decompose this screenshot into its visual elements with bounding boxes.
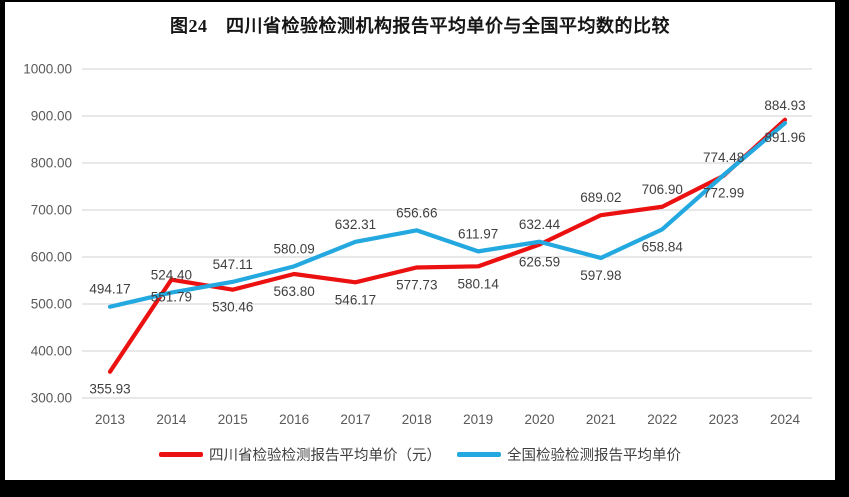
x-axis-tick-label: 2017 [340, 412, 370, 427]
data-label: 580.09 [273, 241, 314, 256]
data-label: 772.99 [703, 186, 744, 201]
series-line-1 [107, 120, 788, 309]
x-axis-tick-label: 2014 [156, 412, 187, 427]
x-axis-tick-label: 2013 [95, 412, 125, 427]
data-label: 706.90 [642, 182, 683, 197]
data-label: 530.46 [212, 300, 253, 315]
data-label: 884.93 [764, 98, 805, 113]
y-axis-tick-label: 1000.00 [23, 62, 72, 77]
data-label: 563.80 [273, 284, 314, 299]
series-line-0 [107, 117, 788, 374]
x-axis-tick-label: 2021 [586, 412, 616, 427]
data-label: 580.14 [458, 276, 500, 291]
data-label: 774.48 [703, 150, 744, 165]
x-axis-tick-label: 2018 [402, 412, 432, 427]
y-axis-tick-label: 600.00 [31, 250, 72, 265]
data-label: 494.17 [89, 282, 130, 297]
data-label: 577.73 [396, 277, 437, 292]
y-axis-tick-label: 400.00 [31, 344, 72, 359]
data-label: 626.59 [519, 255, 560, 270]
legend-item-national: 全国检验检测报告平均单价 [457, 444, 681, 465]
x-axis-tick-label: 2016 [279, 412, 309, 427]
legend-label-sichuan: 四川省检验检测报告平均单价（元） [209, 448, 441, 464]
data-label: 611.97 [458, 226, 498, 241]
legend-label-national: 全国检验检测报告平均单价 [507, 448, 681, 464]
y-axis-tick-label: 500.00 [31, 297, 72, 312]
data-label: 546.17 [335, 292, 376, 307]
data-label: 891.96 [764, 130, 805, 145]
data-label: 547.11 [213, 257, 253, 272]
x-axis-tick-label: 2015 [218, 412, 248, 427]
legend-item-sichuan: 四川省检验检测报告平均单价（元） [159, 444, 441, 465]
legend-line-swatch-red [159, 452, 203, 457]
legend-line-swatch-blue [457, 452, 501, 457]
y-axis-tick-label: 900.00 [31, 109, 72, 124]
y-axis-tick-label: 700.00 [31, 203, 72, 218]
data-label: 632.31 [335, 217, 376, 232]
data-label: 524.40 [151, 268, 192, 283]
chart-paper [5, 2, 835, 480]
x-axis-tick-label: 2023 [709, 412, 739, 427]
y-axis-tick-label: 800.00 [31, 156, 72, 171]
data-label: 597.98 [580, 268, 621, 283]
data-label: 658.84 [642, 239, 684, 254]
y-axis-tick-label: 300.00 [31, 391, 72, 406]
data-label: 355.93 [89, 382, 130, 397]
data-label: 551.79 [151, 290, 192, 305]
data-label: 656.66 [396, 205, 437, 220]
x-axis-tick-label: 2024 [770, 412, 801, 427]
chart-legend: 四川省检验检测报告平均单价（元） 全国检验检测报告平均单价 [5, 444, 835, 465]
data-label: 632.44 [519, 217, 561, 232]
x-axis-tick-label: 2019 [463, 412, 493, 427]
x-axis-tick-label: 2020 [525, 412, 555, 427]
chart-title: 图24 四川省检验检测机构报告平均单价与全国平均数的比较 [170, 16, 670, 36]
x-axis-tick-label: 2022 [647, 412, 677, 427]
data-label: 689.02 [580, 190, 621, 205]
